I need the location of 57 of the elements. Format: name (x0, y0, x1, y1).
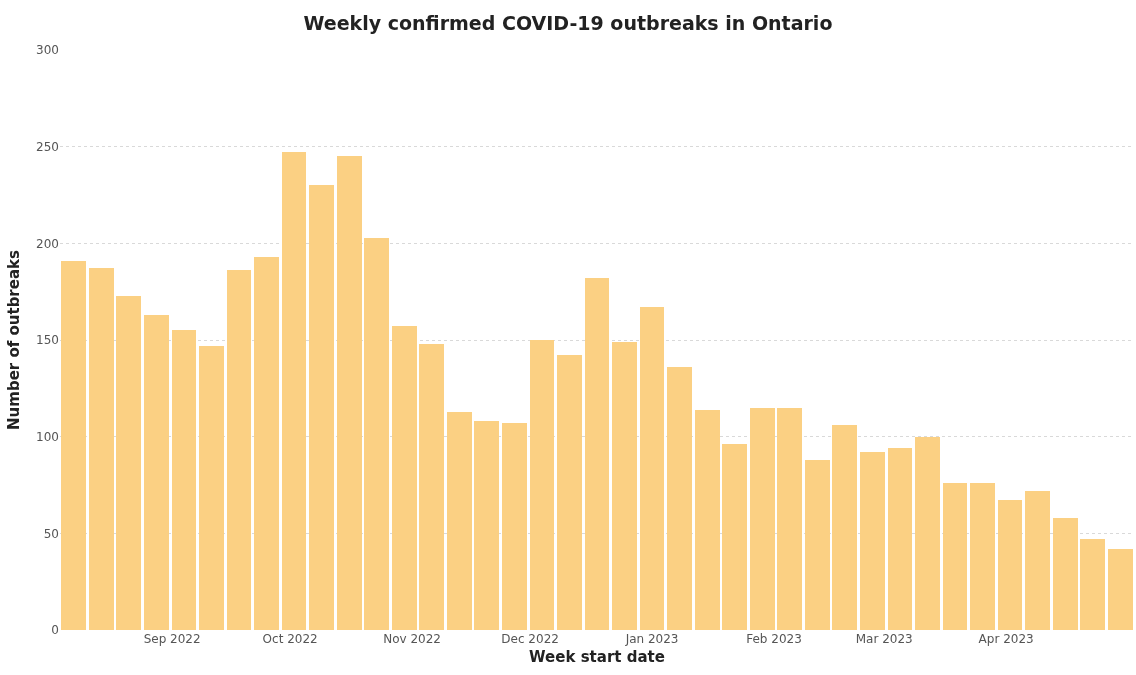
bar (1025, 491, 1050, 630)
y-tick-label: 200 (36, 236, 59, 251)
bar (805, 460, 830, 630)
bar (612, 342, 637, 630)
bar (116, 296, 141, 630)
bar (970, 483, 995, 630)
bar (640, 307, 664, 630)
bar (199, 346, 224, 630)
bar (1108, 549, 1133, 630)
bar (227, 270, 251, 630)
bar (89, 268, 114, 630)
bar (860, 452, 885, 630)
bar (722, 444, 747, 630)
bar (1080, 539, 1105, 630)
bar (447, 412, 472, 630)
bar (557, 355, 582, 630)
bar (695, 410, 720, 630)
y-tick-label: 100 (36, 429, 59, 444)
bar (392, 326, 417, 630)
bar (309, 185, 334, 630)
x-tick-label: Jan 2023 (624, 632, 679, 646)
bar (998, 500, 1022, 630)
chart-title: Weekly confirmed COVID-19 outbreaks in Ontario (303, 12, 833, 35)
bar (172, 330, 196, 630)
x-tick-label: Mar 2023 (855, 632, 913, 646)
bar (530, 340, 554, 630)
y-tick-label: 150 (36, 333, 59, 348)
bar (777, 408, 802, 630)
y-tick-label: 0 (51, 623, 59, 638)
bar (888, 448, 912, 630)
bar (585, 278, 609, 630)
x-tick-label: Dec 2022 (501, 632, 559, 646)
bar (502, 423, 527, 630)
bar (144, 315, 169, 630)
bar (419, 344, 444, 630)
bar (61, 261, 86, 630)
y-tick-label: 50 (43, 526, 59, 541)
bar (282, 152, 306, 630)
bar (667, 367, 692, 630)
bar (915, 437, 940, 630)
x-tick-label: Apr 2023 (978, 632, 1034, 646)
bar (254, 257, 279, 630)
bar (364, 238, 389, 630)
bar (750, 408, 775, 630)
x-tick-label: Sep 2022 (143, 632, 201, 646)
bar (832, 425, 857, 630)
bar (943, 483, 967, 630)
x-tick-label: Feb 2023 (746, 632, 802, 646)
x-tick-label: Oct 2022 (262, 632, 318, 646)
bar (474, 421, 499, 630)
y-tick-label: 250 (36, 139, 59, 154)
x-tick-label: Nov 2022 (383, 632, 441, 646)
bar (337, 156, 362, 630)
y-tick-label: 300 (36, 43, 59, 58)
y-axis-title: Number of outbreaks (5, 249, 24, 430)
x-axis-title: Week start date (529, 648, 665, 666)
bar (1053, 518, 1078, 630)
